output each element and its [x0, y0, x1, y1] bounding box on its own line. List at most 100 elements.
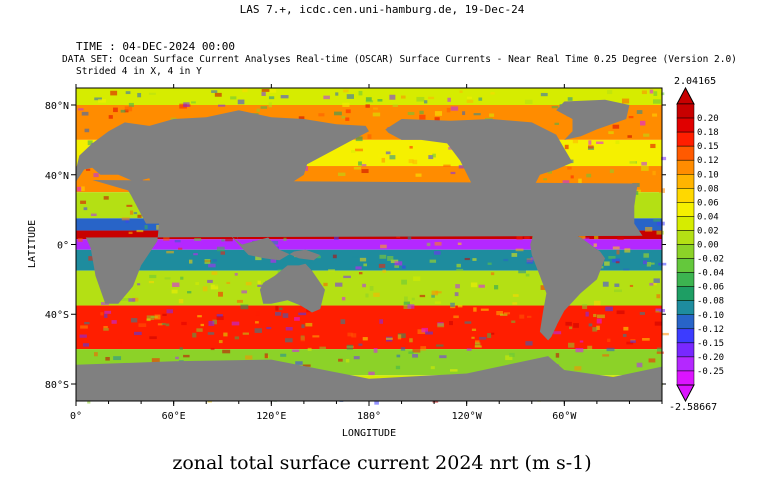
y-axis-title: LATITUDE: [27, 220, 38, 268]
texture-speckle: [361, 169, 369, 174]
colorbar-level-label: -0.06: [697, 283, 724, 293]
texture-speckle: [593, 243, 597, 247]
texture-speckle: [622, 333, 627, 337]
texture-speckle: [480, 308, 489, 311]
texture-speckle: [283, 237, 287, 242]
texture-speckle: [607, 338, 611, 343]
texture-speckle: [269, 89, 277, 93]
texture-speckle: [309, 260, 315, 264]
texture-speckle: [481, 359, 485, 365]
texture-speckle: [652, 99, 661, 104]
texture-speckle: [661, 92, 665, 96]
texture-speckle: [630, 340, 636, 343]
texture-speckle: [121, 217, 130, 221]
texture-speckle: [245, 355, 253, 360]
texture-speckle: [166, 250, 174, 254]
colorbar-swatch: [676, 300, 695, 316]
texture-speckle: [353, 166, 362, 170]
texture-speckle: [90, 213, 97, 217]
texture-speckle: [407, 111, 415, 116]
texture-speckle: [569, 326, 573, 330]
texture-speckle: [409, 145, 413, 149]
texture-speckle: [385, 337, 393, 340]
texture-speckle: [656, 351, 664, 354]
texture-speckle: [646, 262, 652, 267]
texture-speckle: [353, 356, 360, 360]
texture-speckle: [572, 139, 579, 144]
land-indonesia: [230, 235, 321, 261]
texture-speckle: [413, 276, 421, 282]
texture-speckle: [450, 302, 455, 307]
texture-speckle: [574, 366, 582, 371]
texture-speckle: [478, 284, 485, 288]
texture-speckle: [100, 302, 109, 305]
texture-speckle: [377, 99, 383, 102]
ocean-band: [76, 239, 662, 250]
texture-speckle: [154, 314, 161, 320]
colorbar-level-label: -0.15: [697, 339, 724, 349]
texture-speckle: [332, 254, 337, 259]
texture-speckle: [351, 150, 356, 153]
x-axis: 0° 60°E 120°E 180° 120°W 60°W: [70, 84, 663, 422]
texture-speckle: [567, 350, 573, 356]
texture-speckle: [81, 111, 89, 116]
colorbar-min-arrow: [676, 384, 695, 403]
colorbar-swatch: [676, 131, 695, 147]
texture-speckle: [602, 281, 609, 287]
texture-speckle: [636, 110, 643, 114]
texture-speckle: [202, 286, 208, 292]
texture-speckle: [596, 314, 605, 319]
texture-speckle: [554, 122, 560, 125]
texture-speckle: [373, 107, 378, 110]
texture-speckle: [645, 226, 653, 232]
texture-speckle: [511, 253, 518, 257]
texture-speckle: [352, 255, 359, 258]
texture-speckle: [280, 353, 287, 357]
colorbar-level-label: 0.06: [697, 198, 719, 208]
texture-speckle: [609, 169, 614, 174]
texture-speckle: [512, 302, 518, 305]
texture-speckle: [661, 332, 669, 336]
texture-speckle: [378, 263, 386, 268]
texture-speckle: [417, 329, 426, 334]
texture-speckle: [653, 91, 658, 96]
texture-speckle: [196, 328, 203, 332]
texture-speckle: [358, 161, 362, 166]
texture-speckle: [466, 348, 472, 351]
texture-speckle: [389, 94, 396, 100]
texture-speckle: [234, 272, 238, 276]
texture-speckle: [358, 90, 363, 96]
texture-speckle: [641, 161, 647, 166]
texture-speckle: [633, 284, 642, 287]
texture-speckle: [381, 157, 386, 163]
texture-speckle: [346, 94, 354, 99]
texture-speckle: [163, 237, 170, 241]
texture-speckle: [421, 327, 429, 333]
colorbar-level-label: 0.04: [697, 212, 719, 222]
texture-speckle: [640, 120, 646, 126]
texture-speckle: [213, 298, 218, 303]
colorbar-swatch: [676, 244, 695, 259]
texture-speckle: [373, 292, 380, 297]
texture-speckle: [592, 327, 598, 332]
texture-speckle: [218, 340, 223, 344]
texture-speckle: [614, 289, 623, 293]
texture-speckle: [175, 356, 179, 360]
texture-speckle: [653, 219, 661, 222]
texture-speckle: [138, 323, 147, 327]
texture-speckle: [407, 236, 412, 240]
texture-speckle: [184, 266, 193, 269]
texture-speckle: [355, 136, 363, 142]
texture-speckle: [103, 325, 108, 329]
texture-speckle: [652, 113, 658, 117]
texture-speckle: [179, 347, 183, 350]
texture-speckle: [390, 259, 399, 264]
texture-speckle: [642, 260, 648, 265]
texture-speckle: [555, 353, 560, 358]
texture-speckle: [220, 251, 226, 255]
texture-speckle: [641, 90, 647, 95]
texture-speckle: [617, 236, 624, 240]
texture-speckle: [491, 329, 498, 334]
texture-speckle: [341, 115, 346, 119]
texture-speckle: [454, 292, 459, 297]
